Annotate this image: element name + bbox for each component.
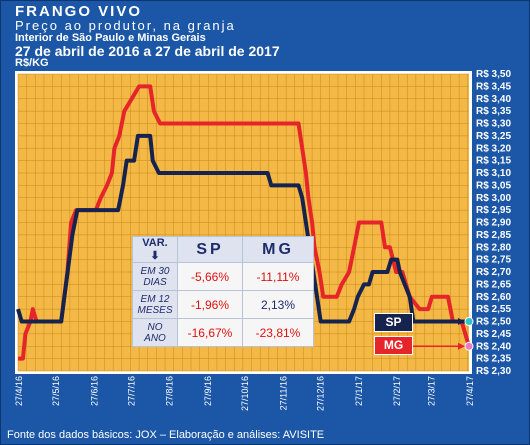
x-tick-label: 27/11/16 bbox=[278, 376, 288, 410]
y-tick-label: R$ 2,30 bbox=[476, 366, 511, 377]
row-label: EM 30 DIAS bbox=[132, 262, 178, 291]
col-sp-header: SP bbox=[177, 236, 243, 263]
y-tick-label: R$ 2,45 bbox=[476, 329, 511, 340]
x-tick-label: 27/2/17 bbox=[392, 376, 402, 406]
variation-table: VAR. ⬇ SP MG EM 30 DIAS -5,66% -11,11% E… bbox=[132, 236, 314, 347]
y-tick-label: R$ 2,85 bbox=[476, 230, 511, 241]
mg-value: -11,11% bbox=[242, 262, 314, 291]
chart-title: FRANGO VIVO bbox=[15, 3, 143, 20]
sp-pointer-arrow bbox=[458, 318, 465, 325]
y-tick-label: R$ 3,40 bbox=[476, 94, 511, 105]
var-label: VAR. bbox=[142, 237, 168, 249]
sp-value: -16,67% bbox=[177, 318, 243, 347]
region-label: Interior de São Paulo e Minas Gerais bbox=[15, 32, 206, 44]
y-tick-label: R$ 2,50 bbox=[476, 317, 511, 328]
y-tick-label: R$ 3,10 bbox=[476, 168, 511, 179]
y-tick-label: R$ 2,55 bbox=[476, 304, 511, 315]
y-tick-label: R$ 2,80 bbox=[476, 242, 511, 253]
x-tick-label: 27/6/16 bbox=[89, 376, 99, 406]
y-tick-label: R$ 2,70 bbox=[476, 267, 511, 278]
x-tick-label: 27/1/17 bbox=[354, 376, 364, 406]
y-tick-label: R$ 2,40 bbox=[476, 341, 511, 352]
y-tick-label: R$ 3,35 bbox=[476, 106, 511, 117]
y-tick-label: R$ 2,60 bbox=[476, 292, 511, 303]
sp-series-line bbox=[16, 133, 469, 324]
unit-label: R$/KG bbox=[15, 57, 49, 69]
y-tick-label: R$ 2,35 bbox=[476, 354, 511, 365]
table-row: EM 12 MESES -1,96% 2,13% bbox=[132, 290, 314, 319]
mg-end-marker bbox=[464, 341, 474, 351]
period-label: 27 de abril de 2016 a 27 de abril de 201… bbox=[15, 43, 280, 59]
x-tick-label: 27/7/16 bbox=[126, 376, 136, 406]
sp-value: -1,96% bbox=[177, 290, 243, 319]
y-tick-label: R$ 3,00 bbox=[476, 193, 511, 204]
y-tick-label: R$ 3,25 bbox=[476, 131, 511, 142]
y-tick-label: R$ 3,20 bbox=[476, 143, 511, 154]
source-footer: Fonte dos dados básicos: JOX – Elaboraçã… bbox=[1, 426, 529, 444]
sp-end-marker bbox=[464, 317, 474, 326]
mg-end-tag: MG bbox=[374, 336, 413, 355]
y-tick-label: R$ 2,95 bbox=[476, 205, 511, 216]
x-tick-label: 27/4/16 bbox=[14, 376, 24, 406]
y-tick-label: R$ 3,15 bbox=[476, 156, 511, 167]
sp-value: -5,66% bbox=[177, 262, 243, 291]
mg-pointer-arrow bbox=[458, 342, 465, 350]
mg-value: 2,13% bbox=[242, 290, 314, 319]
price-chart: R$ 2,30R$ 2,35 R$ 2,40R$ 2,45R$ 2,50 R$ 2,… bbox=[14, 69, 511, 411]
y-tick-label: R$ 3,05 bbox=[476, 180, 511, 191]
row-label: NO ANO bbox=[132, 318, 178, 347]
y-tick-label: R$ 3,45 bbox=[476, 81, 511, 92]
x-tick-label: 27/3/17 bbox=[427, 376, 437, 406]
table-row: NO ANO -16,67% -23,81% bbox=[132, 318, 314, 347]
x-tick-label: 27/10/16 bbox=[240, 376, 250, 411]
mg-value: -23,81% bbox=[242, 318, 314, 347]
x-tick-label: 27/4/17 bbox=[465, 376, 475, 406]
arrow-down-icon: ⬇ bbox=[150, 250, 160, 262]
x-tick-label: 27/12/16 bbox=[315, 376, 325, 411]
y-tick-label: R$ 2,90 bbox=[476, 218, 511, 229]
y-tick-label: R$ 2,75 bbox=[476, 255, 511, 266]
sp-end-tag: SP bbox=[374, 313, 413, 332]
row-label: EM 12 MESES bbox=[132, 290, 178, 319]
chart-subtitle: Preço ao produtor, na granja bbox=[15, 18, 236, 33]
x-tick-label: 27/9/16 bbox=[203, 376, 213, 406]
y-tick-label: R$ 3,50 bbox=[476, 69, 511, 80]
y-tick-label: R$ 3,30 bbox=[476, 119, 511, 130]
table-row: EM 30 DIAS -5,66% -11,11% bbox=[132, 262, 314, 291]
col-mg-header: MG bbox=[242, 236, 314, 263]
x-tick-label: 27/8/16 bbox=[165, 376, 175, 406]
x-tick-label: 27/5/16 bbox=[51, 376, 61, 406]
var-header: VAR. ⬇ bbox=[132, 236, 178, 263]
y-tick-label: R$ 2,65 bbox=[476, 279, 511, 290]
